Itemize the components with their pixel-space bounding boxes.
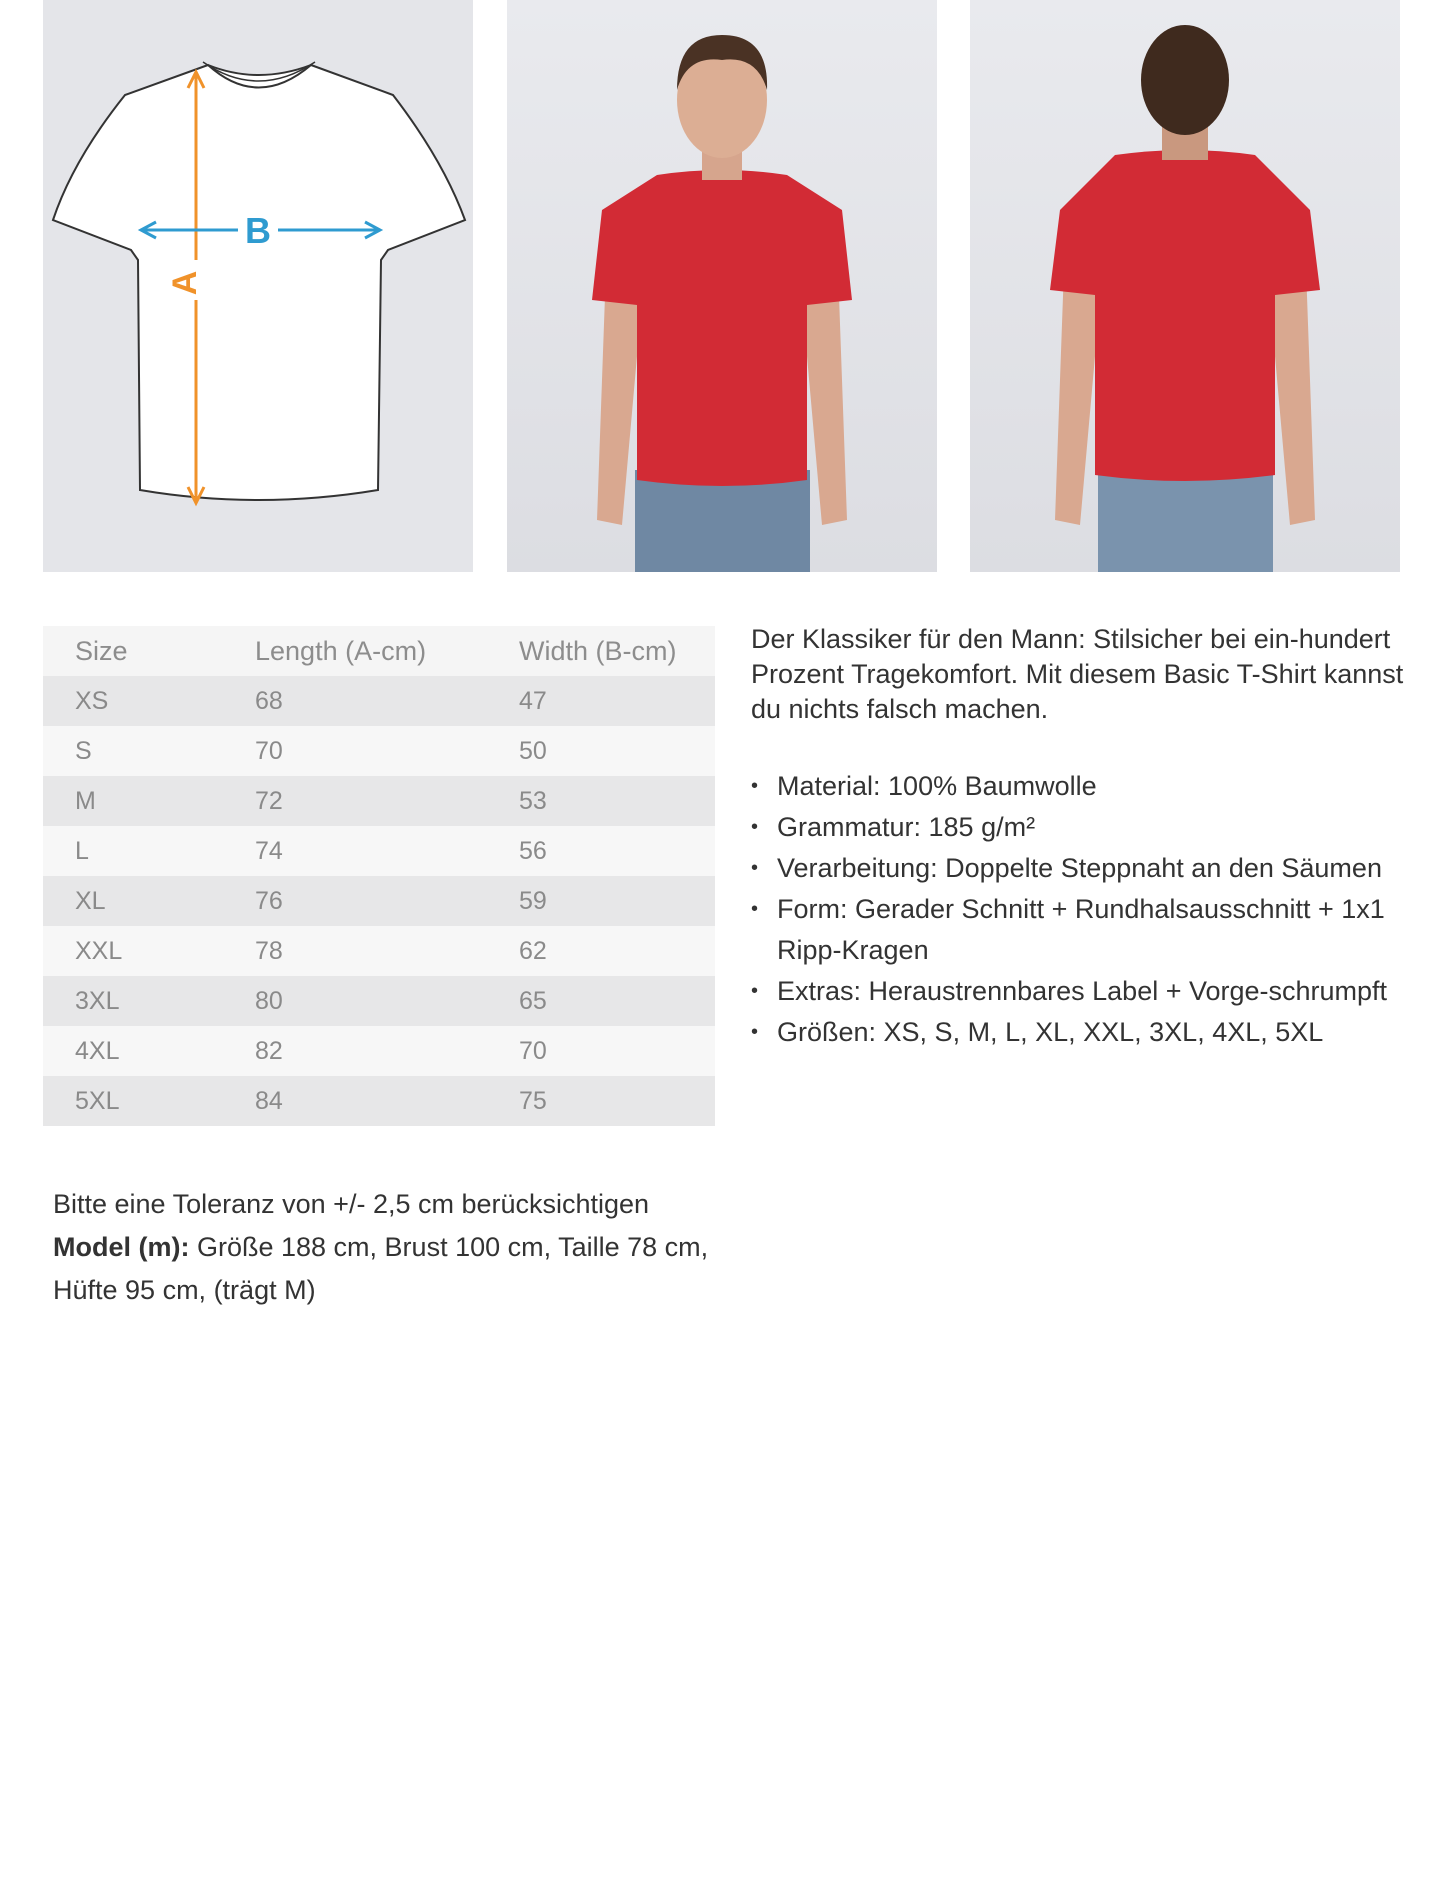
feature-item: Größen: XS, S, M, L, XL, XXL, 3XL, 4XL, … [751, 1012, 1411, 1053]
size-cell: XXL [75, 936, 123, 965]
tshirt-outline-icon: A B [51, 61, 467, 507]
length-cell: 74 [255, 836, 283, 865]
length-cell: 78 [255, 936, 283, 965]
table-row: L 74 56 [43, 826, 715, 876]
size-cell: M [75, 786, 96, 815]
feature-item: Material: 100% Baumwolle [751, 766, 1411, 807]
width-cell: 56 [519, 836, 547, 865]
length-cell: 72 [255, 786, 283, 815]
feature-item: Extras: Heraustrennbares Label + Vorge-s… [751, 971, 1411, 1012]
length-cell: 76 [255, 886, 283, 915]
table-row: S 70 50 [43, 726, 715, 776]
size-cell: XL [75, 886, 106, 915]
product-description: Der Klassiker für den Mann: Stilsicher b… [751, 624, 1404, 724]
width-cell: 70 [519, 1036, 547, 1065]
size-table: Size Length (A-cm) Width (B-cm) XS 68 47 S 7… [43, 626, 715, 1126]
feature-list: Material: 100% BaumwolleGrammatur: 185 g… [751, 766, 1411, 1053]
width-cell: 59 [519, 886, 547, 915]
length-cell: 68 [255, 686, 283, 715]
table-header: Size Length (A-cm) Width (B-cm) [43, 626, 715, 676]
model-back-photo [970, 0, 1400, 572]
table-row: M 72 53 [43, 776, 715, 826]
width-cell: 62 [519, 936, 547, 965]
width-cell: 75 [519, 1086, 547, 1115]
table-row: 4XL 82 70 [43, 1026, 715, 1076]
label-a: A [166, 271, 204, 296]
fit-notes: Bitte eine Toleranz von +/- 2,5 cm berüc… [53, 1183, 753, 1312]
model-label: Model (m): [53, 1232, 190, 1262]
length-cell: 82 [255, 1036, 283, 1065]
table-row: XXL 78 62 [43, 926, 715, 976]
header-length: Length (A-cm) [255, 635, 427, 666]
header-width: Width (B-cm) [519, 635, 677, 666]
size-cell: 3XL [75, 986, 120, 1015]
model-info: Model (m): Größe 188 cm, Brust 100 cm, T… [53, 1226, 753, 1312]
length-cell: 80 [255, 986, 283, 1015]
model-measurements: Größe 188 cm, Brust 100 cm, Taille 78 cm… [53, 1232, 709, 1305]
length-cell: 84 [255, 1086, 283, 1115]
table-row: XL 76 59 [43, 876, 715, 926]
length-cell: 70 [255, 736, 283, 765]
size-cell: XS [75, 686, 109, 715]
tolerance-note: Bitte eine Toleranz von +/- 2,5 cm berüc… [53, 1189, 650, 1219]
feature-item: Form: Gerader Schnitt + Rundhalsausschni… [751, 889, 1411, 971]
width-cell: 47 [519, 686, 547, 715]
width-cell: 50 [519, 736, 547, 765]
size-cell: S [75, 736, 92, 765]
width-cell: 53 [519, 786, 547, 815]
size-cell: 4XL [75, 1036, 120, 1065]
table-row: 3XL 80 65 [43, 976, 715, 1026]
width-cell: 65 [519, 986, 547, 1015]
table-row: 5XL 84 75 [43, 1076, 715, 1126]
feature-item: Grammatur: 185 g/m² [751, 807, 1411, 848]
table-row: XS 68 47 [43, 676, 715, 726]
label-b: B [245, 210, 271, 251]
model-front-photo [507, 0, 937, 572]
header-size: Size [75, 635, 128, 666]
size-cell: L [75, 836, 89, 865]
size-diagram: A B [43, 0, 473, 572]
size-cell: 5XL [75, 1086, 120, 1115]
feature-item: Verarbeitung: Doppelte Steppnaht an den … [751, 848, 1411, 889]
